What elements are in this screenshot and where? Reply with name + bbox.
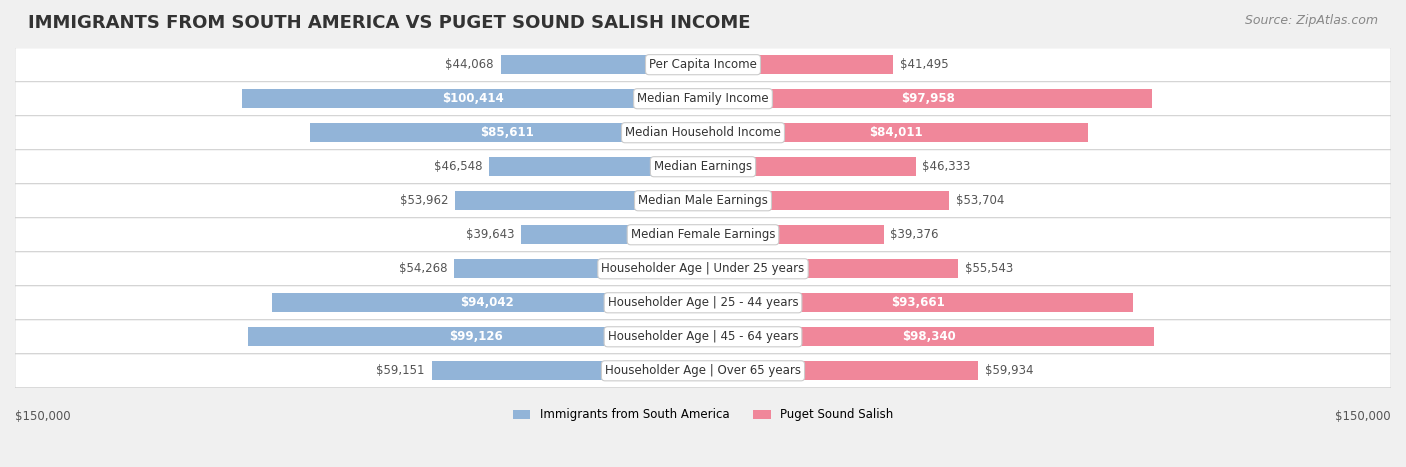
- Text: $53,704: $53,704: [956, 194, 1004, 207]
- FancyBboxPatch shape: [15, 184, 1391, 218]
- Bar: [454, 259, 703, 278]
- Bar: [271, 293, 703, 312]
- Text: Householder Age | Under 25 years: Householder Age | Under 25 years: [602, 262, 804, 275]
- Text: $85,611: $85,611: [479, 126, 533, 139]
- Text: $54,268: $54,268: [399, 262, 447, 275]
- Bar: [242, 89, 703, 108]
- Text: $46,548: $46,548: [434, 160, 482, 173]
- Bar: [249, 327, 703, 346]
- Bar: [703, 157, 915, 176]
- FancyBboxPatch shape: [15, 286, 1391, 319]
- Text: $53,962: $53,962: [401, 194, 449, 207]
- Text: $97,958: $97,958: [901, 92, 955, 105]
- Text: IMMIGRANTS FROM SOUTH AMERICA VS PUGET SOUND SALISH INCOME: IMMIGRANTS FROM SOUTH AMERICA VS PUGET S…: [28, 14, 751, 32]
- Text: $84,011: $84,011: [869, 126, 922, 139]
- FancyBboxPatch shape: [15, 150, 1391, 184]
- FancyBboxPatch shape: [15, 354, 1391, 388]
- Bar: [522, 226, 703, 244]
- Bar: [456, 191, 703, 210]
- Bar: [703, 293, 1133, 312]
- Bar: [703, 191, 949, 210]
- Bar: [703, 361, 979, 380]
- Text: $59,934: $59,934: [984, 364, 1033, 377]
- Text: $41,495: $41,495: [900, 58, 949, 71]
- Text: $59,151: $59,151: [377, 364, 425, 377]
- Bar: [703, 123, 1088, 142]
- Bar: [703, 259, 957, 278]
- Text: $98,340: $98,340: [901, 330, 956, 343]
- Text: Householder Age | Over 65 years: Householder Age | Over 65 years: [605, 364, 801, 377]
- Text: Householder Age | 45 - 64 years: Householder Age | 45 - 64 years: [607, 330, 799, 343]
- Bar: [432, 361, 703, 380]
- Bar: [703, 226, 883, 244]
- Text: $150,000: $150,000: [1336, 410, 1391, 423]
- Text: $100,414: $100,414: [441, 92, 503, 105]
- Text: Source: ZipAtlas.com: Source: ZipAtlas.com: [1244, 14, 1378, 27]
- FancyBboxPatch shape: [15, 48, 1391, 82]
- Text: $39,376: $39,376: [890, 228, 939, 241]
- Text: $94,042: $94,042: [460, 296, 515, 309]
- Bar: [489, 157, 703, 176]
- Text: $150,000: $150,000: [15, 410, 70, 423]
- Legend: Immigrants from South America, Puget Sound Salish: Immigrants from South America, Puget Sou…: [508, 403, 898, 426]
- Text: Median Female Earnings: Median Female Earnings: [631, 228, 775, 241]
- Text: Median Family Income: Median Family Income: [637, 92, 769, 105]
- Text: Per Capita Income: Per Capita Income: [650, 58, 756, 71]
- FancyBboxPatch shape: [15, 82, 1391, 115]
- Text: Median Earnings: Median Earnings: [654, 160, 752, 173]
- Text: Median Household Income: Median Household Income: [626, 126, 780, 139]
- FancyBboxPatch shape: [15, 252, 1391, 286]
- Bar: [703, 89, 1153, 108]
- Text: $93,661: $93,661: [891, 296, 945, 309]
- Text: Householder Age | 25 - 44 years: Householder Age | 25 - 44 years: [607, 296, 799, 309]
- FancyBboxPatch shape: [15, 320, 1391, 354]
- FancyBboxPatch shape: [15, 218, 1391, 252]
- Text: $44,068: $44,068: [446, 58, 494, 71]
- Bar: [501, 56, 703, 74]
- FancyBboxPatch shape: [15, 116, 1391, 149]
- Text: $46,333: $46,333: [922, 160, 970, 173]
- Text: $55,543: $55,543: [965, 262, 1012, 275]
- Bar: [703, 327, 1154, 346]
- Bar: [703, 56, 893, 74]
- Text: $99,126: $99,126: [449, 330, 502, 343]
- Text: Median Male Earnings: Median Male Earnings: [638, 194, 768, 207]
- Text: $39,643: $39,643: [465, 228, 515, 241]
- Bar: [311, 123, 703, 142]
